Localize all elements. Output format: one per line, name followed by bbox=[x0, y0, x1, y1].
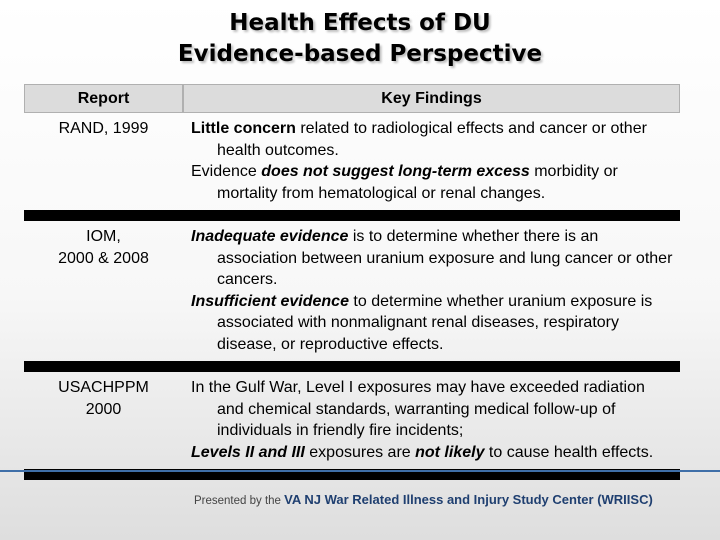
table-row: IOM, 2000 & 2008 Inadequate evidence is … bbox=[24, 221, 680, 361]
finding-paragraph: In the Gulf War, Level I exposures may h… bbox=[191, 377, 676, 442]
title-line-1: Health Effects of DU bbox=[229, 10, 491, 36]
report-cell: RAND, 1999 bbox=[24, 113, 183, 210]
finding-paragraph: Insufficient evidence to determine wheth… bbox=[191, 291, 676, 356]
row-divider bbox=[24, 469, 680, 480]
finding-paragraph: Inadequate evidence is to determine whet… bbox=[191, 226, 676, 291]
header-report: Report bbox=[24, 84, 183, 113]
page-title: Health Effects of DU Evidence-based Pers… bbox=[0, 8, 720, 70]
title-line-2: Evidence-based Perspective bbox=[177, 41, 543, 67]
findings-cell: In the Gulf War, Level I exposures may h… bbox=[183, 372, 680, 469]
findings-cell: Little concern related to radiological e… bbox=[183, 113, 680, 210]
header-row: Report Key Findings bbox=[24, 84, 680, 113]
header-key-findings: Key Findings bbox=[183, 84, 680, 113]
findings-cell: Inadequate evidence is to determine whet… bbox=[183, 221, 680, 361]
finding-text: to cause health effects. bbox=[484, 443, 654, 461]
report-year: 2000 bbox=[85, 400, 122, 418]
report-name: RAND, 1999 bbox=[58, 120, 149, 137]
findings-table: Report Key Findings RAND, 1999 Little co… bbox=[24, 84, 680, 480]
finding-paragraph: Levels II and III exposures are not like… bbox=[191, 442, 676, 464]
emphasis-text: Levels II and III bbox=[191, 443, 305, 461]
finding-text: In the Gulf War, Level I exposures may h… bbox=[191, 379, 645, 439]
footer-banner: Presented by the VA NJ War Related Illne… bbox=[0, 470, 720, 507]
row-divider bbox=[24, 210, 680, 221]
emphasis-text: not likely bbox=[415, 443, 485, 461]
finding-paragraph: Evidence does not suggest long-term exce… bbox=[191, 161, 676, 204]
finding-text: related to radiological effects and canc… bbox=[217, 120, 647, 159]
footer-center-name: VA NJ War Related Illness and Injury Stu… bbox=[284, 492, 653, 507]
row-divider bbox=[24, 361, 680, 372]
table-row: RAND, 1999 Little concern related to rad… bbox=[24, 113, 680, 210]
finding-text: morbidity or mortality from hematologica… bbox=[217, 163, 618, 202]
table-row: USACHPPM 2000 In the Gulf War, Level I e… bbox=[24, 372, 680, 469]
finding-text: Evidence bbox=[191, 163, 262, 180]
finding-text: to determine whether uranium exposure is… bbox=[217, 292, 653, 353]
finding-text: is to determine whether there is an asso… bbox=[217, 228, 673, 288]
emphasis-text: does not suggest long-term excess bbox=[261, 163, 530, 180]
emphasis-text: Little concern bbox=[191, 120, 296, 137]
report-cell: USACHPPM 2000 bbox=[24, 372, 183, 469]
report-name: USACHPPM bbox=[58, 379, 149, 396]
emphasis-text: Inadequate evidence bbox=[191, 228, 349, 245]
finding-text: exposures are bbox=[304, 443, 416, 461]
report-cell: IOM, 2000 & 2008 bbox=[24, 221, 183, 361]
footer-prefix: Presented by the bbox=[194, 495, 285, 507]
report-name: IOM, bbox=[86, 228, 121, 245]
emphasis-text: Insufficient evidence bbox=[191, 292, 349, 310]
finding-paragraph: Little concern related to radiological e… bbox=[191, 118, 676, 161]
report-year: 2000 & 2008 bbox=[58, 249, 149, 267]
